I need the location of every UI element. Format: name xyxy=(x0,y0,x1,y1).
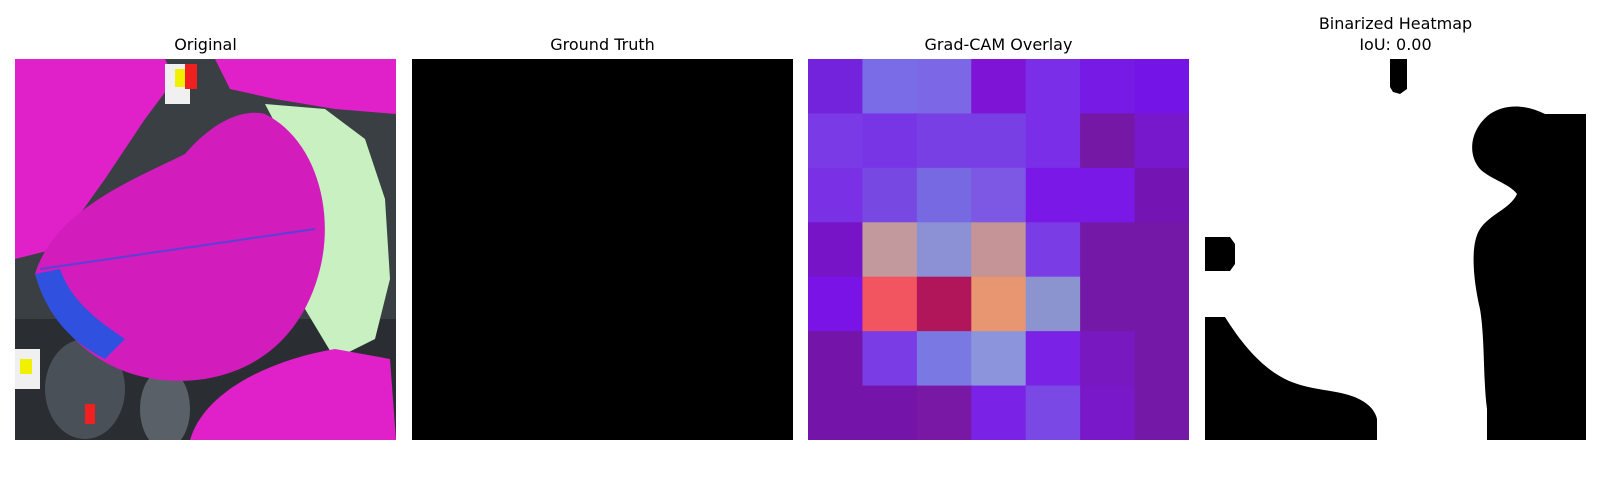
gradcam-cell xyxy=(916,331,972,387)
binarized-heatmap xyxy=(1205,59,1586,440)
gradcam-cell xyxy=(1134,59,1189,114)
gradcam-cell xyxy=(808,276,863,332)
gradcam-cell xyxy=(916,276,972,332)
gradcam-cell xyxy=(1080,167,1136,223)
gradcam-cell xyxy=(1025,167,1081,223)
gradcam-cell xyxy=(1134,331,1189,387)
gradcam-cell xyxy=(916,113,972,169)
panel-subtitle-iou: IoU: 0.00 xyxy=(1359,35,1432,54)
gradcam-cell xyxy=(1134,222,1189,278)
gradcam-cell xyxy=(971,113,1027,169)
gradcam-cell xyxy=(808,385,863,440)
gradcam-cell xyxy=(862,331,918,387)
gradcam-overlay xyxy=(808,59,1189,440)
gradcam-cell xyxy=(1025,59,1081,114)
gradcam-cell xyxy=(808,59,863,114)
gradcam-cell xyxy=(1025,113,1081,169)
gradcam-cell xyxy=(971,276,1027,332)
ground-truth-mask xyxy=(412,59,793,440)
gradcam-cell xyxy=(808,331,863,387)
gradcam-cell xyxy=(1134,167,1189,223)
gradcam-cell xyxy=(1080,59,1136,114)
gradcam-cell xyxy=(862,59,918,114)
gradcam-cell xyxy=(1080,276,1136,332)
gradcam-cell xyxy=(862,113,918,169)
gradcam-cell xyxy=(916,385,972,440)
gradcam-cell xyxy=(808,167,863,223)
gradcam-cell xyxy=(971,59,1027,114)
gradcam-cell xyxy=(971,167,1027,223)
gradcam-cell xyxy=(862,222,918,278)
gradcam-grid xyxy=(808,59,1189,440)
gradcam-cell xyxy=(1025,276,1081,332)
gradcam-cell xyxy=(1025,385,1081,440)
gradcam-cell xyxy=(862,167,918,223)
gradcam-cell xyxy=(971,385,1027,440)
gradcam-cell xyxy=(862,385,918,440)
gradcam-cell xyxy=(1080,222,1136,278)
gradcam-cell xyxy=(808,113,863,169)
gradcam-cell xyxy=(808,222,863,278)
gradcam-cell xyxy=(1134,276,1189,332)
original-image xyxy=(15,59,396,440)
leaf-image xyxy=(15,59,396,440)
gradcam-cell xyxy=(1025,331,1081,387)
gradcam-cell xyxy=(1080,385,1136,440)
gradcam-cell xyxy=(916,59,972,114)
gradcam-cell xyxy=(1134,385,1189,440)
gradcam-cell xyxy=(971,331,1027,387)
gradcam-cell xyxy=(916,222,972,278)
gradcam-cell xyxy=(1080,113,1136,169)
panel-title-ground-truth: Ground Truth xyxy=(550,35,655,54)
panel-title-original: Original xyxy=(174,35,237,54)
binarized-mask xyxy=(1205,59,1586,440)
gradcam-cell xyxy=(916,167,972,223)
gradcam-cell xyxy=(862,276,918,332)
gradcam-cell xyxy=(1080,331,1136,387)
panel-title-binarized-heatmap: Binarized Heatmap xyxy=(1318,14,1473,33)
gradcam-cell xyxy=(971,222,1027,278)
gradcam-cell xyxy=(1025,222,1081,278)
gradcam-cell xyxy=(1134,113,1189,169)
panel-title-gradcam-overlay: Grad-CAM Overlay xyxy=(924,35,1073,54)
